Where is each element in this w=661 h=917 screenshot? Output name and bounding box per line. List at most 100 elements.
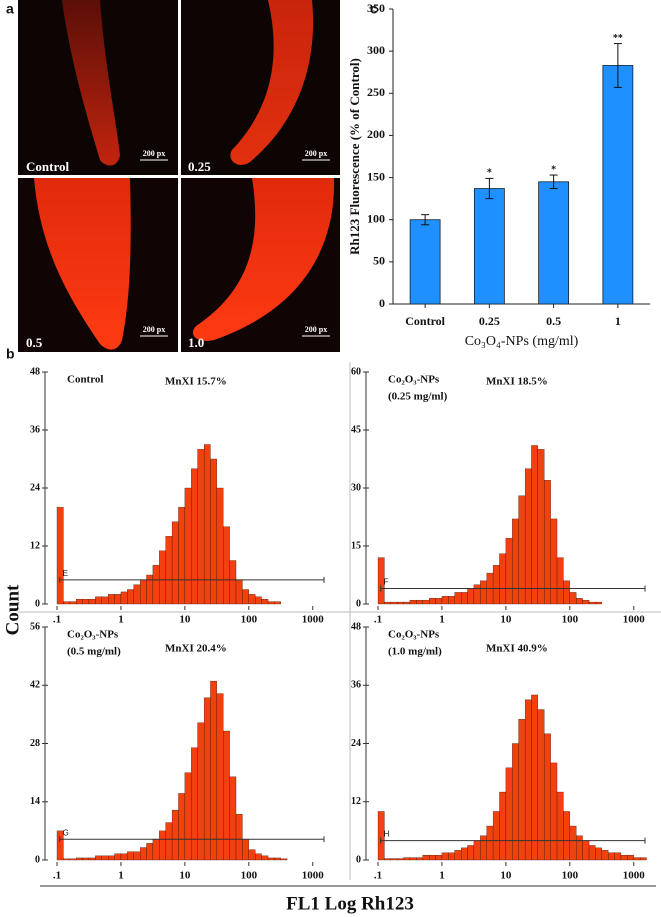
x-tick-label: 1000 (302, 614, 325, 626)
histogram-bar (537, 709, 545, 861)
x-tick-label: 1 (615, 314, 621, 328)
x-tick-label: 10 (500, 870, 512, 882)
histogram-bar (614, 852, 622, 861)
x-tick-label: 1 (439, 870, 445, 882)
y-tick-label: 24 (30, 482, 40, 493)
histogram-bar (569, 825, 577, 861)
bar (538, 181, 570, 305)
x-tick-label: 0.25 (479, 314, 500, 328)
y-tick-label: 250 (367, 85, 385, 99)
gate-label: H (384, 830, 390, 839)
histogram-bar (429, 854, 436, 861)
panel-label: b (6, 346, 15, 362)
histogram-bar (223, 730, 230, 861)
histogram-bar (197, 449, 205, 605)
bar (473, 188, 505, 305)
histogram-bar (480, 835, 487, 861)
histogram-bar (588, 601, 596, 605)
x-tick-label: .1 (374, 614, 382, 626)
x-tick-label: 1000 (623, 614, 646, 626)
histogram-bar (563, 580, 570, 605)
histogram-bar (537, 449, 545, 605)
panel-label: a (6, 1, 14, 17)
y-tick-label: 45 (351, 424, 361, 435)
histogram-bar (608, 852, 615, 861)
histogram-bar (409, 857, 417, 861)
x-tick-label: 0.5 (546, 314, 561, 328)
histogram-bar (261, 855, 269, 861)
sample-label: (1.0 mg/ml) (388, 646, 442, 658)
panel-a: Control 0.25 0.5 1.0 200 px 200 px 200 p… (18, 0, 340, 352)
significance: ** (613, 33, 623, 44)
histogram-bar (556, 557, 564, 605)
y-tick-label: 200 (367, 127, 385, 141)
histogram-bar (467, 845, 475, 861)
histogram-bar (454, 592, 462, 605)
y-tick-label: 14 (30, 796, 40, 807)
x-tick-label: 100 (562, 870, 579, 882)
x-tick-label: 100 (241, 614, 258, 626)
histogram-bar (82, 857, 90, 861)
gate-label: E (63, 569, 68, 578)
x-tick-label: Control (405, 314, 445, 328)
histogram-bar (492, 811, 500, 861)
histogram-bar (461, 847, 468, 861)
histogram-bar (140, 579, 147, 605)
histogram-bar (441, 852, 449, 861)
y-axis-title: Count (2, 584, 23, 635)
y-tick-label: 0 (356, 854, 361, 865)
histogram-bar (448, 852, 455, 861)
sample-label: Co₂O₃-NPs (388, 629, 440, 641)
histogram-bar (556, 791, 564, 861)
y-tick-label: 0 (356, 598, 361, 609)
histogram-bar (216, 487, 224, 605)
histogram-bar (76, 857, 83, 861)
histogram-bar (171, 521, 179, 605)
histogram-bar (274, 601, 281, 605)
y-tick-label: 48 (30, 366, 40, 377)
histogram-bar (620, 854, 628, 861)
histogram-bar (165, 536, 173, 605)
y-tick-label: 300 (367, 43, 385, 57)
histogram-bar (274, 857, 281, 861)
sample-label: Co₂O₃-NPs (388, 374, 440, 386)
histogram-bar (422, 854, 430, 861)
histogram-bar (499, 553, 507, 605)
histogram-bar (531, 445, 538, 605)
histogram-bar (569, 592, 577, 605)
x-tick-label: 1000 (302, 870, 325, 882)
y-tick-label: 350 (367, 1, 385, 15)
histogram-bar (191, 747, 198, 861)
y-tick-label: 36 (30, 424, 40, 435)
x-tick-label: 1 (439, 614, 445, 626)
histogram-bar (248, 849, 256, 861)
y-tick-label: 0 (35, 854, 40, 865)
histogram-bar (255, 596, 262, 605)
histogram-bar (582, 840, 590, 861)
histogram-bar (505, 767, 513, 861)
histogram-bar (512, 743, 519, 861)
histogram-bar (235, 814, 243, 861)
y-tick-label: 36 (351, 680, 361, 691)
histogram-bar (152, 565, 160, 605)
x-tick-label: 100 (241, 870, 258, 882)
histogram-bar (223, 526, 230, 605)
histogram-bar (88, 599, 96, 605)
histogram-bar (229, 776, 237, 861)
y-tick-label: 24 (351, 738, 361, 749)
histogram-bar (280, 858, 288, 861)
histogram-bar (518, 495, 526, 605)
root-shape (230, 0, 314, 165)
histogram-bar (601, 850, 609, 861)
annotation: MnXI 20.4% (165, 643, 227, 655)
x-tick-label: .1 (53, 614, 61, 626)
histogram-bar (429, 598, 436, 605)
significance: * (551, 164, 556, 175)
annotation: MnXI 18.5% (486, 376, 548, 388)
histogram-bar (524, 468, 532, 605)
histogram-bar (384, 858, 391, 861)
x-tick-label: 10 (179, 870, 191, 882)
gate-label: F (384, 578, 389, 587)
y-tick-label: 56 (30, 621, 40, 632)
histogram-bar (191, 468, 198, 605)
